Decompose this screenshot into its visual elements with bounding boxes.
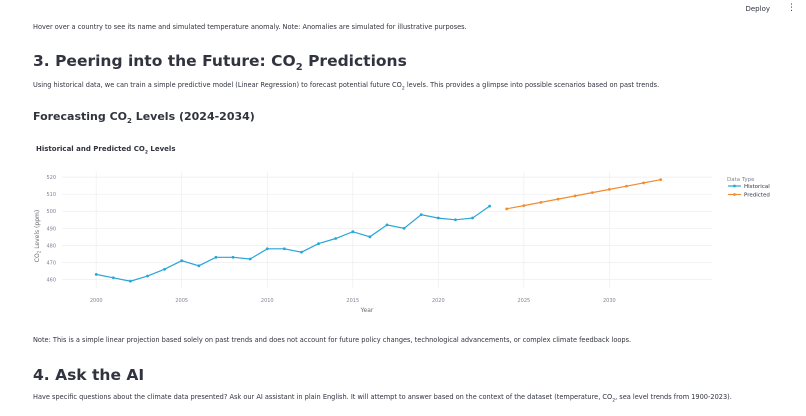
section4-description: Have specific questions about the climat… bbox=[33, 393, 732, 404]
x-axis-ticks: 2000 2005 2010 2015 2020 2025 2030 bbox=[90, 298, 616, 304]
predicted-data-point[interactable] bbox=[659, 178, 663, 182]
intro-text: Hover over a country to see its name and… bbox=[33, 23, 467, 31]
deploy-button[interactable]: Deploy bbox=[745, 5, 770, 13]
x-tick-label: 2000 bbox=[90, 298, 103, 304]
y-tick-label: 490 bbox=[46, 226, 56, 232]
historical-data-point[interactable] bbox=[488, 204, 492, 208]
predicted-series-line[interactable] bbox=[506, 179, 661, 210]
predicted-data-point[interactable] bbox=[573, 194, 577, 198]
chart-series bbox=[94, 178, 663, 283]
historical-data-point[interactable] bbox=[351, 230, 355, 234]
chart-title: Historical and Predicted CO2 Levels bbox=[36, 145, 176, 156]
historical-data-point[interactable] bbox=[471, 216, 474, 220]
legend-predicted-label: Predicted bbox=[744, 193, 770, 199]
y-tick-label: 480 bbox=[46, 243, 56, 249]
historical-data-point[interactable] bbox=[214, 255, 218, 259]
legend-historical-label: Historical bbox=[744, 184, 770, 190]
historical-data-point[interactable] bbox=[163, 267, 167, 271]
legend-predicted-marker bbox=[733, 193, 736, 196]
historical-data-point[interactable] bbox=[265, 247, 269, 251]
historical-data-point[interactable] bbox=[197, 264, 201, 268]
x-tick-label: 2015 bbox=[346, 298, 359, 304]
x-tick-label: 2005 bbox=[175, 298, 188, 304]
chart-grid bbox=[62, 172, 712, 288]
historical-data-point[interactable] bbox=[248, 257, 252, 261]
historical-data-point[interactable] bbox=[129, 279, 132, 283]
historical-data-point[interactable] bbox=[300, 250, 303, 254]
legend-historical-marker bbox=[733, 184, 736, 188]
historical-data-point[interactable] bbox=[282, 247, 286, 251]
historical-series-line[interactable] bbox=[96, 205, 490, 282]
y-axis-ticks: 460 470 480 490 500 510 520 bbox=[46, 175, 56, 283]
y-tick-label: 470 bbox=[46, 260, 56, 266]
predicted-data-point[interactable] bbox=[607, 188, 611, 191]
forecast-subheading: Forecasting CO2 Levels (2024-2034) bbox=[33, 110, 255, 126]
y-tick-label: 500 bbox=[46, 209, 56, 215]
x-tick-label: 2030 bbox=[603, 298, 616, 304]
vertical-ellipsis-icon[interactable]: ⋮ bbox=[787, 3, 796, 13]
historical-data-point[interactable] bbox=[111, 276, 115, 280]
x-tick-label: 2010 bbox=[261, 298, 274, 304]
legend-title: Data Type bbox=[727, 177, 755, 183]
predicted-data-point[interactable] bbox=[522, 204, 526, 208]
y-axis-label: CO2 Levels (ppm) bbox=[34, 210, 42, 262]
chart-legend[interactable]: Data Type Historical Predicted bbox=[727, 177, 770, 199]
historical-data-point[interactable] bbox=[436, 216, 440, 220]
historical-data-point[interactable] bbox=[454, 218, 457, 222]
predicted-data-point[interactable] bbox=[590, 191, 594, 195]
historical-data-point[interactable] bbox=[334, 237, 338, 240]
predicted-data-point[interactable] bbox=[556, 197, 560, 201]
predicted-data-point[interactable] bbox=[625, 184, 628, 188]
historical-data-point[interactable] bbox=[402, 226, 406, 230]
historical-data-point[interactable] bbox=[368, 235, 372, 239]
y-tick-label: 520 bbox=[46, 175, 56, 181]
section3-description: Using historical data, we can train a si… bbox=[33, 81, 660, 92]
x-axis-label: Year bbox=[360, 307, 374, 314]
section3-heading: 3. Peering into the Future: CO2 Predicti… bbox=[33, 52, 407, 74]
y-tick-label: 510 bbox=[46, 192, 56, 198]
predicted-data-point[interactable] bbox=[642, 181, 645, 185]
predicted-data-point[interactable] bbox=[539, 200, 543, 204]
section4-heading: 4. Ask the AI bbox=[33, 366, 145, 384]
predicted-data-point[interactable] bbox=[505, 207, 509, 211]
note-text: Note: This is a simple linear projection… bbox=[33, 336, 632, 344]
historical-data-point[interactable] bbox=[180, 259, 184, 263]
historical-data-point[interactable] bbox=[317, 242, 320, 246]
y-tick-label: 460 bbox=[46, 277, 56, 283]
x-tick-label: 2020 bbox=[432, 298, 445, 304]
historical-data-point[interactable] bbox=[146, 274, 149, 278]
historical-data-point[interactable] bbox=[385, 223, 389, 227]
historical-data-point[interactable] bbox=[231, 255, 235, 259]
historical-data-point[interactable] bbox=[94, 272, 98, 276]
x-tick-label: 2025 bbox=[517, 298, 530, 304]
historical-data-point[interactable] bbox=[419, 213, 423, 217]
